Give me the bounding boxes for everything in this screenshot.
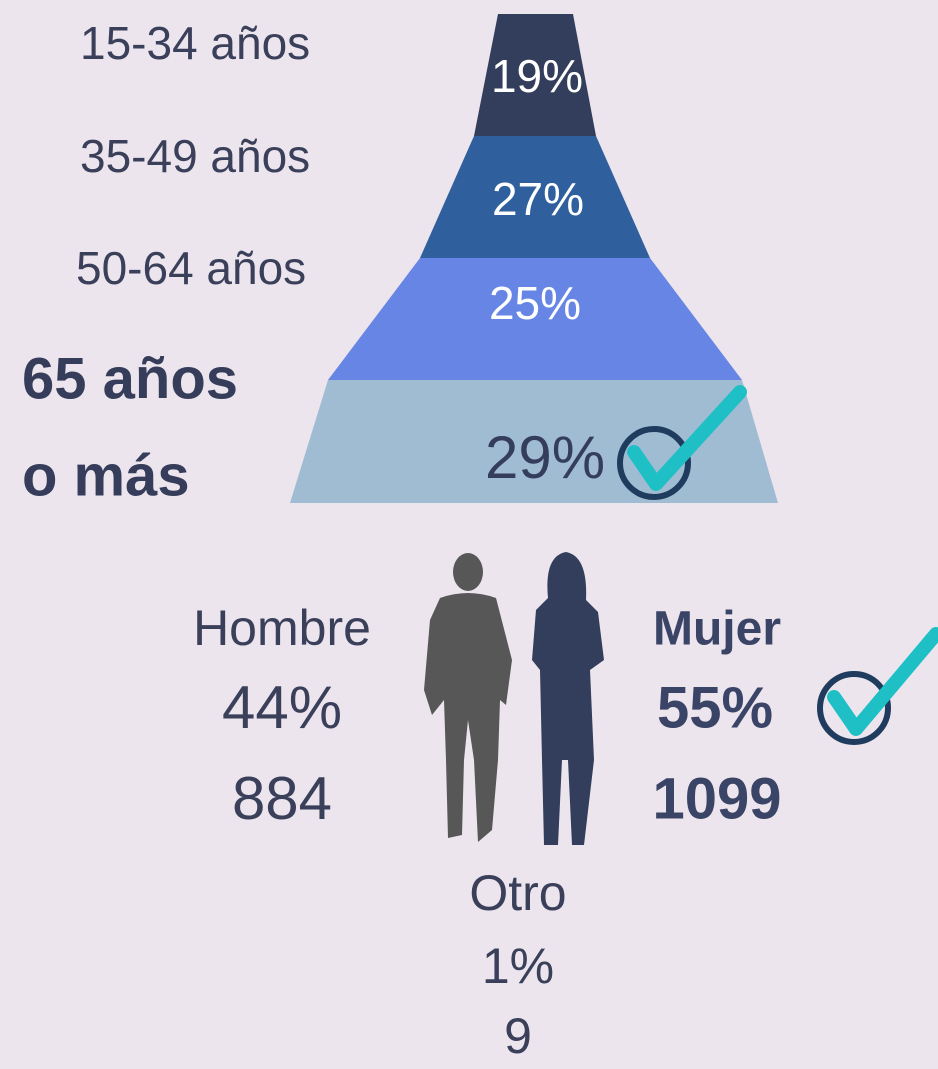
man-silhouette bbox=[424, 553, 512, 842]
tier-share: 29% bbox=[485, 424, 605, 491]
gender-label: Otro bbox=[469, 865, 566, 921]
age-label: o más bbox=[22, 443, 190, 508]
gender-label: Mujer bbox=[653, 603, 781, 656]
tier-share: 27% bbox=[492, 173, 584, 225]
gender-count: 1099 bbox=[652, 766, 781, 831]
page: {"age_groups": [ {"label": "15-34 años",… bbox=[0, 0, 938, 1064]
age-label: 50-64 años bbox=[76, 242, 306, 294]
age-label: 65 años bbox=[22, 346, 238, 411]
gender-count: 884 bbox=[232, 765, 332, 832]
tier-share: 19% bbox=[491, 50, 583, 102]
check-icon bbox=[820, 634, 936, 742]
gender-label: Hombre bbox=[193, 600, 371, 656]
infographic: 19% 27% 25% 29% 15-34 años 35-49 años 50… bbox=[0, 0, 938, 1064]
gender-share: 55% bbox=[657, 675, 773, 740]
gender-count: 9 bbox=[504, 1008, 532, 1064]
gender-share: 44% bbox=[222, 674, 342, 741]
age-label: 35-49 años bbox=[80, 130, 310, 182]
woman-silhouette bbox=[532, 552, 604, 845]
gender-share: 1% bbox=[482, 938, 554, 994]
tier-share: 25% bbox=[489, 277, 581, 329]
age-label: 15-34 años bbox=[80, 17, 310, 69]
